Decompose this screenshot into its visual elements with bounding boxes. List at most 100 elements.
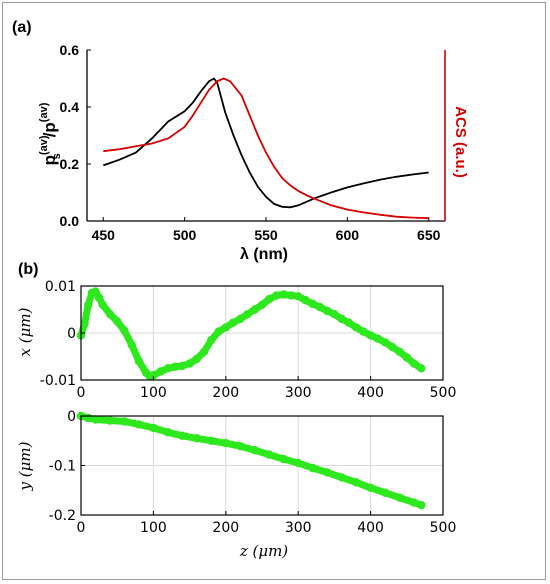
y-tick-label: 0.0 [60,213,80,229]
trajectory-point [112,317,122,326]
x-trajectory-y-label: x (μm) [16,307,34,356]
trajectory-point [417,500,426,510]
trajectory-point [98,300,107,309]
trajectory-point [236,314,245,324]
x-tick-label: 200 [212,385,239,401]
trajectory-point [323,306,332,316]
ylabel-slash: / [40,132,59,137]
trajectory-point [221,323,230,332]
trajectory-point [228,318,238,327]
trajectory-point [236,442,245,451]
x-tick-label: 650 [417,227,441,243]
trajectory-point [402,353,411,362]
spectrum-ticks: 450 500 550 600 650 0.0 0.2 0.4 0.6 [60,42,441,243]
ylabel-sup1: (av) [38,135,50,155]
ylabel-base2: p [40,122,59,132]
trajectory-point [156,367,165,376]
x-tick-label: 500 [173,227,197,243]
spectrum-lines [103,77,429,220]
trajectory-point [207,436,216,445]
y-tick-label: 0.4 [60,99,80,115]
trajectory-point [366,483,375,492]
trajectory-point [337,314,346,324]
trajectory-point [87,288,97,298]
x-tick-label: 0 [77,385,86,401]
trajectory-trace [77,412,425,509]
ylabel-sub: s [51,153,63,159]
trajectory-point [134,420,144,429]
trajectory-point [91,287,100,296]
panel-label-a: (a) [12,19,32,36]
trajectory-point [94,293,104,302]
trajectory-point [265,295,274,304]
trajectory-point [105,416,115,425]
trajectory-point [366,331,375,340]
y-tick-label: -0.01 [40,373,76,389]
series-line-1 [103,77,429,220]
trajectory-point [120,417,129,426]
x-tick-label: 550 [254,227,278,243]
y-tick-label: -0.2 [49,508,76,524]
trajectory-point [351,478,361,487]
x-tick-label: 400 [357,385,384,401]
y-trajectory-plot: 0 100 200 300 400 500 0 -0.1 -0.2 y (μm) z (μm) [16,409,456,560]
trajectory-point [185,359,194,368]
x-trajectory-markers [76,287,426,381]
x-tick-label: 600 [336,227,360,243]
y-tick-label: 0.01 [45,279,76,295]
trajectory-point [149,423,158,433]
y-tick-label: -0.1 [49,459,76,475]
x-tick-label: 500 [430,385,457,401]
trajectory-point [323,468,332,477]
x-tick-label: 0 [77,520,86,536]
y-trajectory-markers [76,411,426,510]
ylabel-base1: p [40,155,59,165]
trajectory-point [330,310,339,319]
trajectory-point [105,310,115,319]
trajectory-point [250,446,259,455]
trajectory-point [315,302,325,312]
trajectory-point [199,347,209,356]
left-y-axis-label: p(av)s/p(av) [38,102,63,165]
trajectory-point [395,493,404,502]
y-trajectory-y-label: y (μm) [16,441,34,491]
trajectory-point [351,323,361,332]
trajectory-point [409,498,419,507]
trajectory-point [250,305,259,314]
svg-text:p(av)s/p(av): p(av)s/p(av) [38,102,63,165]
figure-frame [2,2,546,580]
trajectory-point [344,318,354,327]
trajectory-point [127,340,136,349]
trajectory-point [83,300,93,309]
trajectory-point [301,295,310,305]
trajectory-point [417,364,426,373]
ylabel-sup2: (av) [38,102,50,122]
trajectory-point [214,327,223,336]
trajectory-point [380,488,390,497]
trajectory-point [337,473,346,482]
trajectory-point [134,357,144,366]
x-tick-label: 450 [92,227,116,243]
panel-label-b: (b) [18,261,38,278]
trajectory-point [409,359,419,368]
z-axis-label: z (μm) [239,542,288,560]
x-tick-label: 100 [140,385,167,401]
trajectory-point [192,354,201,364]
trajectory-point [388,342,397,352]
trajectory-point [395,347,404,356]
trajectory-point [373,334,382,343]
trajectory-point [120,326,129,335]
trajectory-point [257,300,267,309]
trajectory-point [207,335,216,345]
right-y-axis-label: ACS (a.u.) [452,106,469,178]
trajectory-point [380,338,390,347]
y-trajectory-grid [80,415,444,516]
x-tick-label: 500 [430,520,457,536]
y-tick-label: 0.2 [60,156,80,172]
trajectory-point [265,450,274,459]
y-trajectory-ticks: 0 100 200 300 400 500 0 -0.1 -0.2 [49,409,457,536]
x-tick-label: 200 [212,520,239,536]
